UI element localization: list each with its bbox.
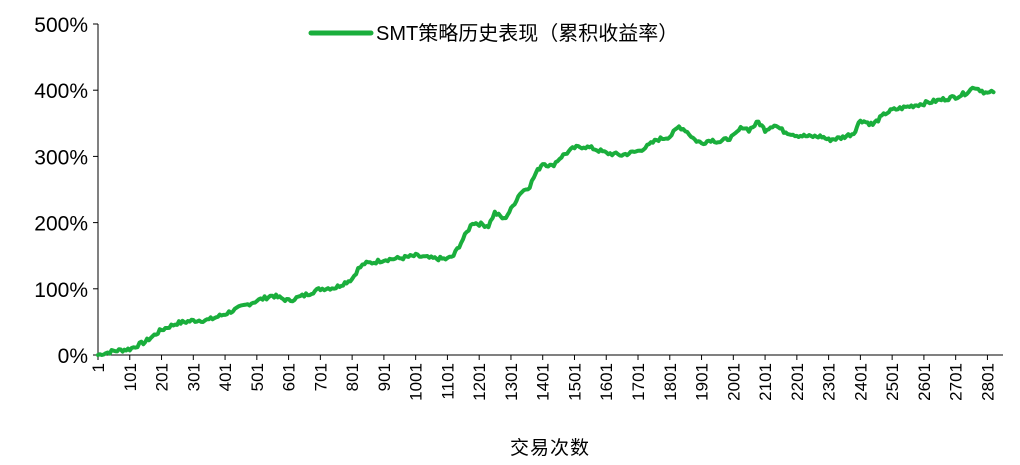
x-tick-label: 701 xyxy=(311,363,330,391)
x-tick-label: 2101 xyxy=(756,363,775,401)
y-axis: 0% 100% 200% 300% 400% 500% xyxy=(34,14,99,368)
x-tick-group: 1 101 201 301 401 501 601 701 801 901 1001 1101 1201… xyxy=(89,355,997,401)
x-tick-label: 1 xyxy=(89,363,108,372)
x-tick-label: 1201 xyxy=(470,363,489,401)
x-tick-label: 1401 xyxy=(534,363,553,401)
x-tick-label: 1001 xyxy=(407,363,426,401)
legend: SMT策略历史表现（累积收益率） xyxy=(308,22,678,45)
legend-label: SMT策略历史表现（累积收益率） xyxy=(376,22,678,45)
x-tick-label: 801 xyxy=(343,363,362,391)
x-tick-label: 1701 xyxy=(629,363,648,401)
x-tick-label: 2201 xyxy=(788,363,807,401)
x-tick-label: 1501 xyxy=(565,363,584,401)
x-tick-label: 1601 xyxy=(597,363,616,401)
x-tick-label: 2001 xyxy=(724,363,743,401)
x-tick-label: 201 xyxy=(153,363,172,391)
x-tick-label: 1801 xyxy=(661,363,680,401)
y-tick-label: 400% xyxy=(34,80,88,103)
x-tick-label: 401 xyxy=(216,363,235,391)
y-tick-group: 0% 100% 200% 300% 400% 500% xyxy=(34,14,98,368)
x-axis: 1 101 201 301 401 501 601 701 801 901 1001 1101 1201… xyxy=(89,354,1003,401)
x-tick-label: 2601 xyxy=(915,363,934,401)
y-tick-label: 100% xyxy=(34,279,88,302)
x-tick-label: 2701 xyxy=(947,363,966,401)
y-tick-label: 300% xyxy=(34,146,88,169)
series-group xyxy=(96,85,996,357)
y-tick-label: 200% xyxy=(34,213,88,236)
x-tick-label: 1901 xyxy=(693,363,712,401)
y-tick-label: 500% xyxy=(34,14,88,37)
x-axis-label: 交易次数 xyxy=(510,437,590,459)
x-tick-label: 901 xyxy=(375,363,394,391)
x-tick-label: 2801 xyxy=(978,363,997,401)
series-line xyxy=(96,85,996,357)
x-tick-label: 2401 xyxy=(851,363,870,401)
x-tick-label: 2501 xyxy=(883,363,902,401)
x-tick-label: 501 xyxy=(248,363,267,391)
x-tick-label: 301 xyxy=(184,363,203,391)
x-tick-label: 101 xyxy=(121,363,140,391)
y-tick-label: 0% xyxy=(58,345,88,368)
x-tick-label: 1101 xyxy=(438,363,457,400)
x-tick-label: 1301 xyxy=(502,363,521,401)
x-tick-label: 2301 xyxy=(820,363,839,401)
x-tick-label: 601 xyxy=(280,363,299,391)
